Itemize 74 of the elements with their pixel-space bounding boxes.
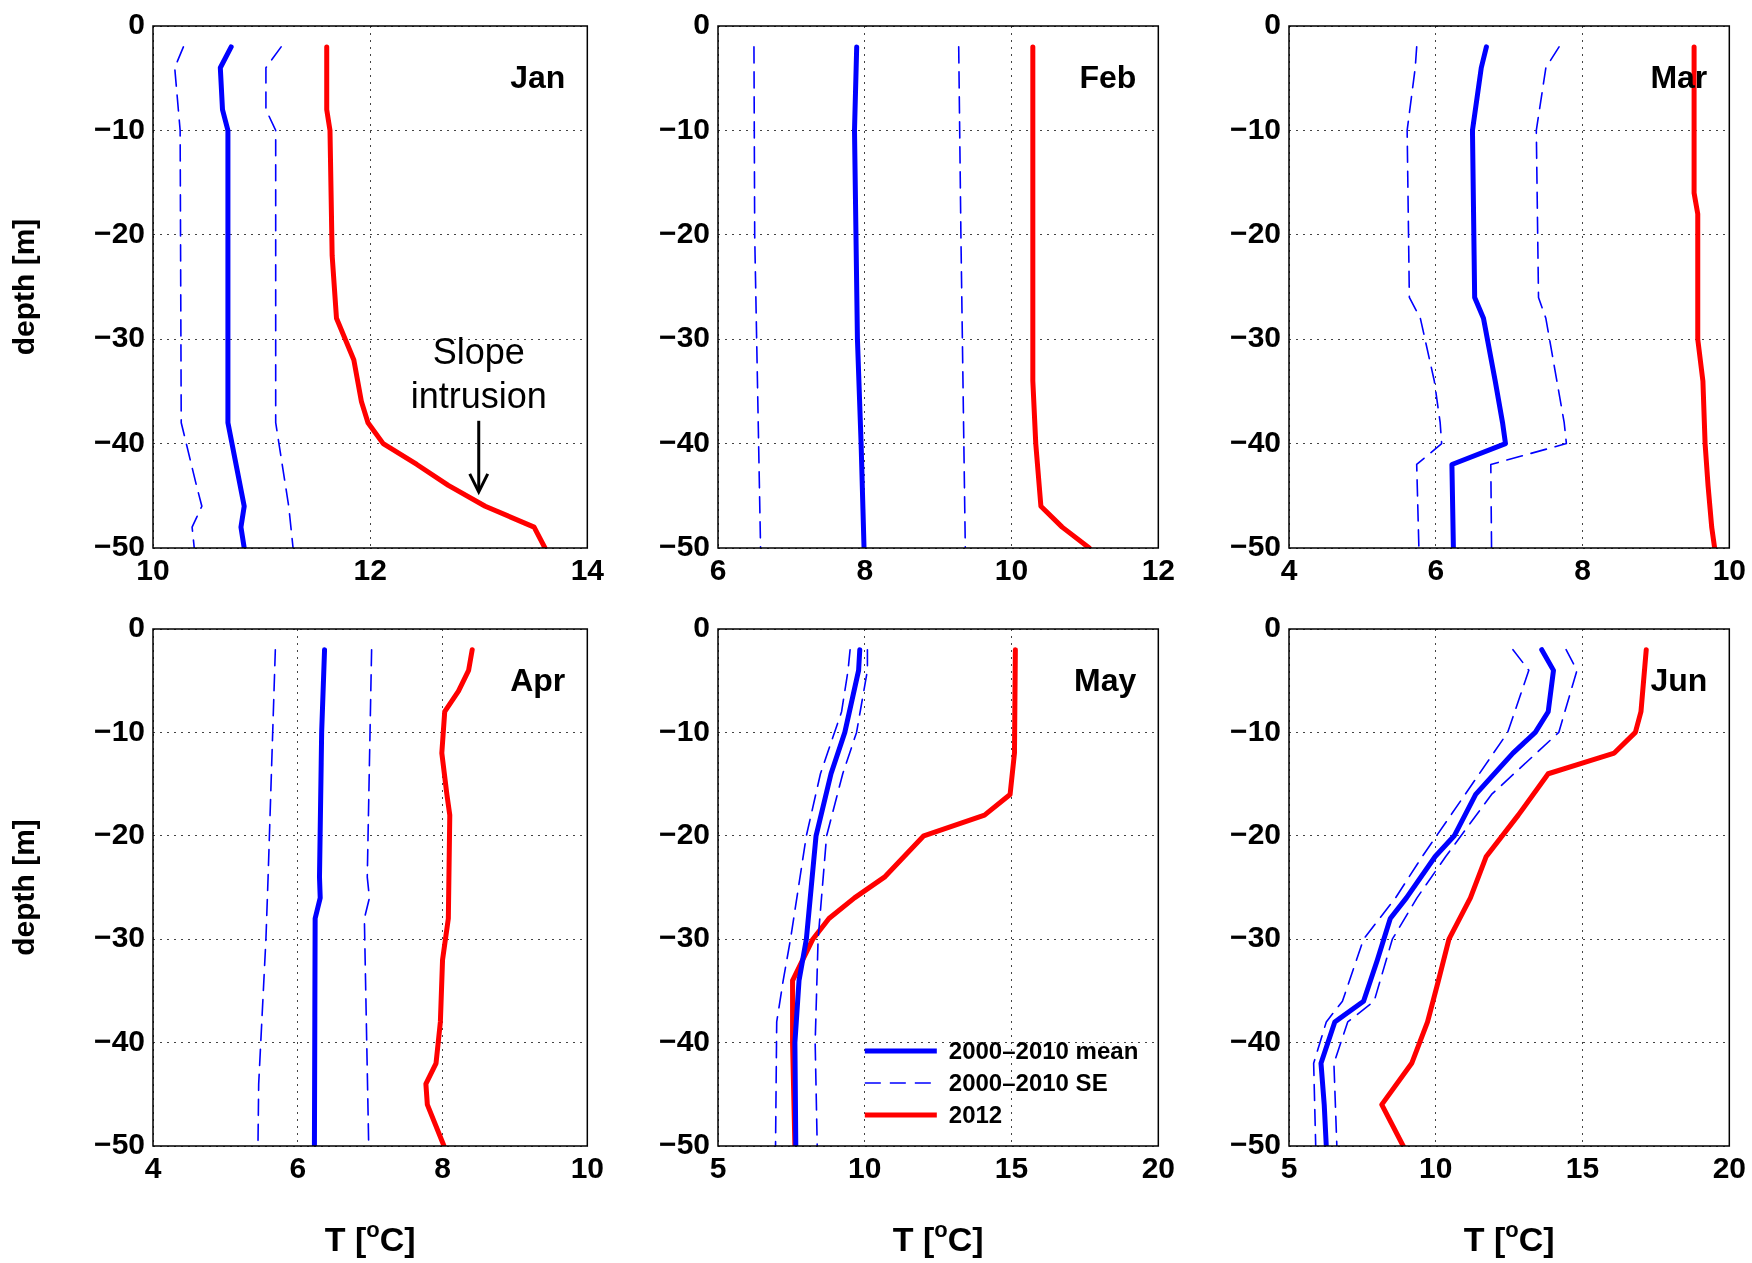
text: Jan: [510, 59, 566, 95]
x-tick-label: 15: [994, 1151, 1029, 1185]
y-tick-label: −30: [1230, 320, 1281, 354]
y-tick-label: −20: [659, 817, 710, 851]
line-series: [173, 46, 203, 548]
x-tick-label: 6: [709, 553, 727, 587]
x-tick-label: 8: [856, 553, 874, 587]
text: May: [1074, 662, 1137, 698]
y-tick-label: −50: [94, 1127, 145, 1161]
y-tick-label: 0: [1264, 7, 1281, 41]
text: Jun: [1650, 662, 1708, 698]
y-tick-label: −20: [1230, 817, 1281, 851]
x-tick-label: 6: [1427, 553, 1445, 587]
y-tick-label: −50: [1230, 1127, 1281, 1161]
x-tick-label: 4: [144, 1151, 162, 1185]
legend-label: 2000–2010 mean: [948, 1036, 1139, 1064]
x-tick-label: 8: [1574, 553, 1591, 587]
y-tick-label: −40: [94, 1023, 145, 1057]
x-tick-label: 4: [1280, 553, 1298, 587]
y-tick-label: 0: [128, 7, 145, 41]
y-tick-label: −40: [1230, 424, 1281, 458]
y-tick-label: −20: [94, 216, 145, 250]
y-tick-label: −10: [94, 111, 145, 145]
legend-label: 2000–2010 SE: [948, 1068, 1108, 1096]
x-tick-label: 20: [1141, 1151, 1175, 1185]
y-tick-label: −50: [659, 529, 710, 563]
x-tick-label: 5: [1280, 1151, 1298, 1185]
x-tick-label: 10: [1712, 553, 1746, 587]
y-tick-label: −30: [659, 320, 710, 354]
x-tick-label: 15: [1565, 1151, 1600, 1185]
y-tick-label: 0: [1264, 610, 1281, 644]
y-tick-label: −50: [1230, 529, 1281, 563]
x-tick-label: 5: [709, 1151, 727, 1185]
legend-label: 2012: [948, 1100, 1003, 1128]
y-tick-label: −30: [94, 320, 145, 354]
y-tick-label: −20: [1230, 216, 1281, 250]
x-tick-label: 14: [570, 553, 605, 587]
y-tick-label: −20: [94, 817, 145, 851]
y-axis-title: depth [m]: [7, 218, 40, 356]
x-tick-label: 10: [848, 1151, 882, 1185]
y-tick-label: −30: [659, 920, 710, 954]
y-tick-label: −30: [1230, 920, 1281, 954]
x-tick-label: 6: [289, 1151, 307, 1185]
y-tick-label: −30: [94, 920, 145, 954]
y-tick-label: 0: [693, 7, 710, 41]
y-tick-label: −10: [94, 713, 145, 747]
text: Feb: [1079, 59, 1137, 95]
y-tick-label: 0: [128, 610, 145, 644]
y-tick-label: −10: [659, 111, 710, 145]
y-tick-label: −20: [659, 216, 710, 250]
line-series: [265, 46, 294, 548]
y-tick-label: −10: [1230, 111, 1281, 145]
line-series: [774, 648, 851, 1146]
x-tick-label: 12: [353, 553, 387, 587]
y-tick-label: −40: [659, 424, 710, 458]
y-tick-label: −40: [1230, 1023, 1281, 1057]
x-tick-label: 10: [1419, 1151, 1453, 1185]
y-tick-label: −10: [659, 713, 710, 747]
y-tick-label: −40: [659, 1023, 710, 1057]
text: Apr: [510, 662, 566, 698]
line-series: [1490, 46, 1568, 548]
y-tick-label: −10: [1230, 713, 1281, 747]
y-tick-label: 0: [693, 610, 710, 644]
line-series: [814, 648, 869, 1146]
y-axis-title: depth [m]: [7, 819, 40, 956]
x-tick-label: 20: [1712, 1151, 1746, 1185]
line-series: [1406, 46, 1443, 548]
x-tick-label: 12: [1141, 553, 1175, 587]
x-tick-label: 10: [994, 553, 1029, 587]
annotation: Slope intrusion: [410, 330, 547, 416]
y-tick-label: −50: [659, 1127, 710, 1161]
y-tick-label: −40: [94, 424, 145, 458]
x-tick-label: 8: [434, 1151, 451, 1185]
x-tick-label: 10: [570, 1151, 604, 1185]
